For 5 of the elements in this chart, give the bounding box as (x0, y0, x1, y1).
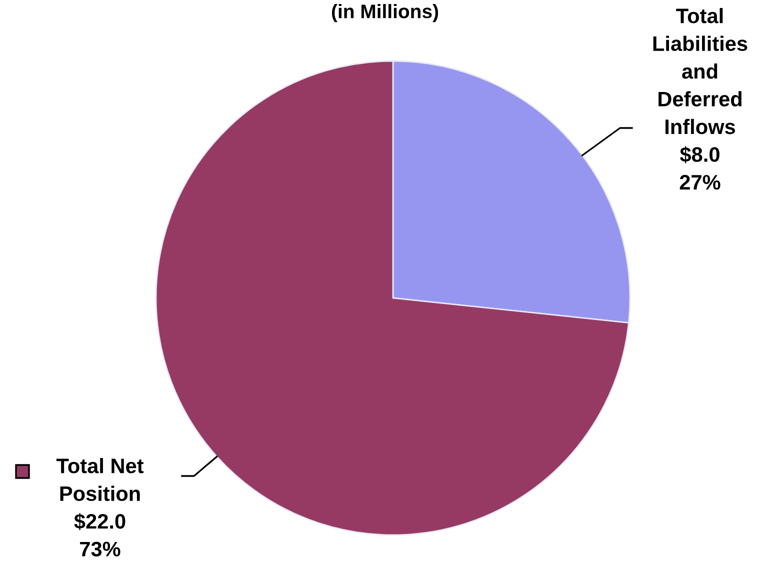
legend-label: Total Net Position (56, 458, 144, 502)
data-label: $22.0 73% (74, 513, 126, 557)
data-label: $8.0 27% (680, 146, 720, 190)
slice-label: Total Liabilities and Deferred Inflows (653, 8, 748, 134)
chart-title: (in Millions) (332, 4, 438, 22)
